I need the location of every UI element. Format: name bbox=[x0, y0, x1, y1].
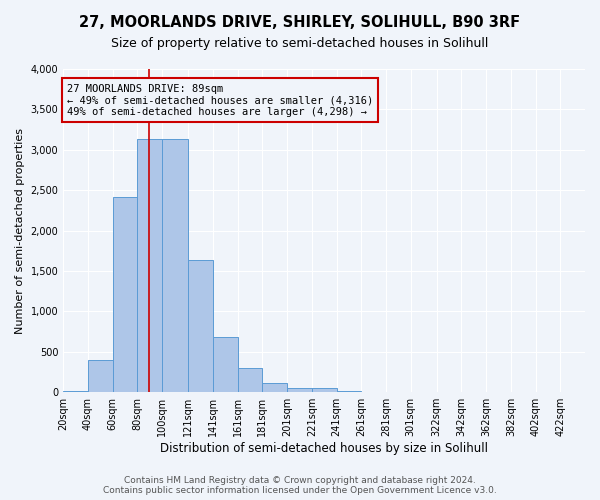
Bar bbox=[213, 338, 238, 392]
Y-axis label: Number of semi-detached properties: Number of semi-detached properties bbox=[15, 128, 25, 334]
Bar bbox=[312, 388, 337, 392]
Bar bbox=[137, 140, 162, 392]
Bar bbox=[63, 390, 88, 392]
Bar bbox=[113, 196, 137, 392]
Text: Contains HM Land Registry data © Crown copyright and database right 2024.
Contai: Contains HM Land Registry data © Crown c… bbox=[103, 476, 497, 495]
Bar bbox=[238, 368, 262, 392]
Bar bbox=[88, 360, 113, 392]
Bar bbox=[262, 384, 287, 392]
Bar bbox=[162, 140, 188, 392]
Text: 27 MOORLANDS DRIVE: 89sqm
← 49% of semi-detached houses are smaller (4,316)
49% : 27 MOORLANDS DRIVE: 89sqm ← 49% of semi-… bbox=[67, 84, 373, 116]
Bar bbox=[188, 260, 213, 392]
Text: 27, MOORLANDS DRIVE, SHIRLEY, SOLIHULL, B90 3RF: 27, MOORLANDS DRIVE, SHIRLEY, SOLIHULL, … bbox=[79, 15, 521, 30]
X-axis label: Distribution of semi-detached houses by size in Solihull: Distribution of semi-detached houses by … bbox=[160, 442, 488, 455]
Text: Size of property relative to semi-detached houses in Solihull: Size of property relative to semi-detach… bbox=[112, 38, 488, 51]
Bar bbox=[287, 388, 312, 392]
